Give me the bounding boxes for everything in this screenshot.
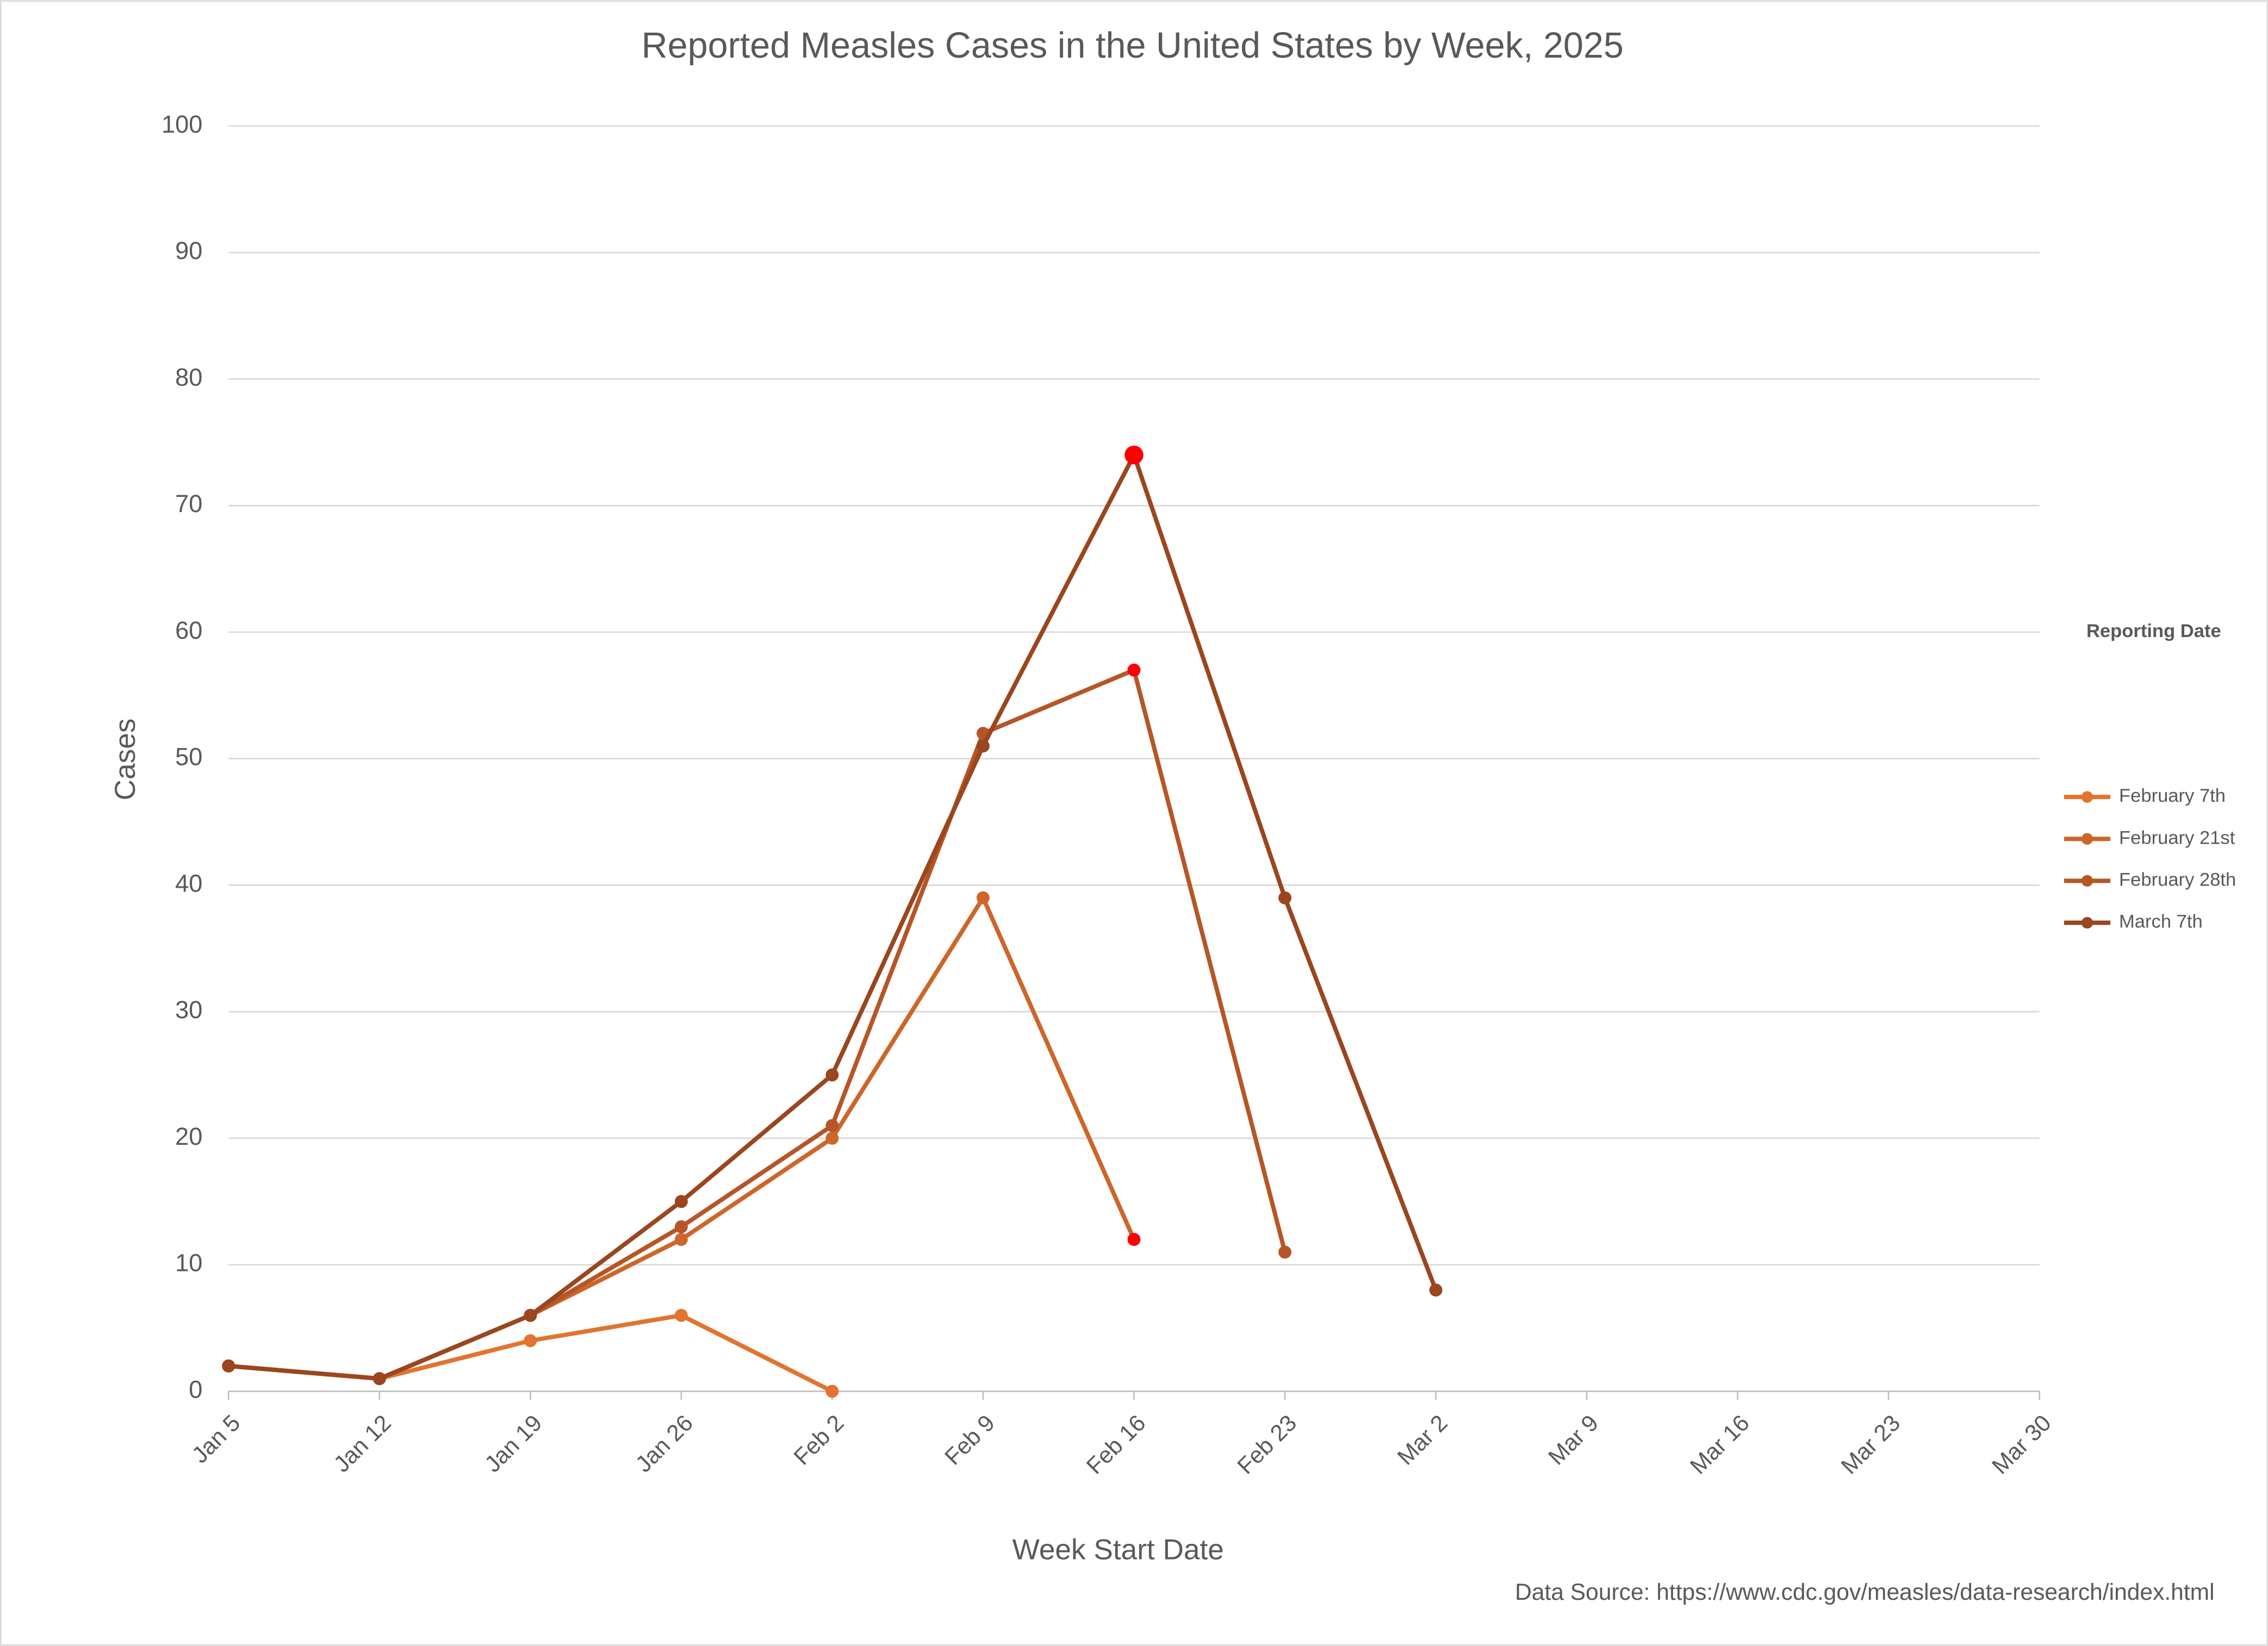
data-point <box>674 1220 688 1233</box>
y-tick-label: 40 <box>175 869 202 897</box>
y-tick-label: 80 <box>175 363 202 391</box>
data-point <box>825 1131 839 1145</box>
legend-marker <box>2081 833 2093 845</box>
data-point <box>1127 1233 1141 1246</box>
legend-label: February 7th <box>2119 785 2226 806</box>
chart-title: Reported Measles Cases in the United Sta… <box>642 26 1624 66</box>
y-tick-label: 90 <box>175 237 202 265</box>
legend-label: February 28th <box>2119 870 2236 890</box>
legend-title: Reporting Date <box>2086 621 2221 641</box>
legend-marker <box>2081 916 2093 929</box>
y-tick-label: 10 <box>175 1249 202 1277</box>
data-point <box>1278 1245 1292 1259</box>
data-point <box>1278 891 1292 905</box>
y-tick-label: 30 <box>175 996 202 1024</box>
legend-label: February 21st <box>2119 827 2235 848</box>
data-point <box>1127 663 1141 677</box>
y-tick-label: 0 <box>189 1375 202 1403</box>
data-point <box>222 1359 235 1373</box>
data-point <box>372 1372 386 1386</box>
data-point <box>1124 445 1144 465</box>
data-point <box>825 1068 839 1082</box>
data-point <box>524 1334 537 1348</box>
data-point <box>674 1233 688 1246</box>
y-tick-label: 50 <box>175 743 202 771</box>
x-axis-label: Week Start Date <box>1012 1534 1224 1566</box>
data-point <box>976 891 990 905</box>
source-note: Data Source: https://www.cdc.gov/measles… <box>1515 1579 2214 1605</box>
data-point <box>674 1195 688 1208</box>
data-point <box>976 739 990 753</box>
data-point <box>524 1308 537 1322</box>
y-tick-label: 70 <box>175 490 202 518</box>
y-tick-label: 60 <box>175 616 202 644</box>
legend-label: March 7th <box>2119 912 2203 932</box>
y-axis-label: Cases <box>109 719 141 801</box>
data-point <box>825 1385 839 1398</box>
data-point <box>825 1119 839 1132</box>
data-point <box>674 1308 688 1322</box>
data-point <box>1429 1283 1443 1297</box>
y-tick-label: 20 <box>175 1123 202 1150</box>
legend-marker <box>2081 875 2093 887</box>
legend-marker <box>2081 791 2093 803</box>
y-tick-label: 100 <box>161 110 202 138</box>
